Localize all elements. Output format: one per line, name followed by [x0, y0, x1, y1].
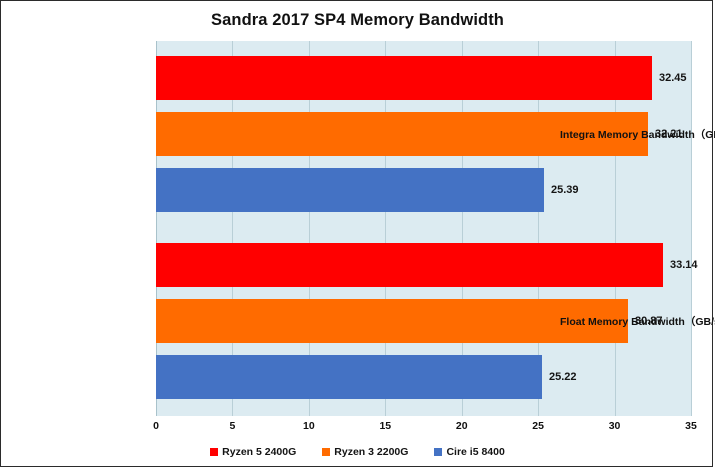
bar-cire-i5-8400[interactable]	[156, 168, 544, 212]
bar-ryzen-5-2400g[interactable]	[156, 243, 663, 287]
bar-value-label: 32.21	[655, 128, 683, 140]
category-label: Float Memory Bandwidth（GB/s）	[560, 316, 715, 328]
legend-item[interactable]: Ryzen 5 2400G	[210, 446, 296, 458]
bar-row: 33.14	[156, 243, 698, 287]
bar-row: 30.87	[156, 299, 691, 343]
x-tick-label: 5	[229, 420, 236, 432]
legend-label: Cire i5 8400	[446, 446, 505, 458]
x-tick-label: 20	[455, 420, 468, 432]
x-tick-label: 30	[608, 420, 621, 432]
legend-item[interactable]: Ryzen 3 2200G	[322, 446, 408, 458]
chart-legend: Ryzen 5 2400G Ryzen 3 2200G Cire i5 8400	[1, 446, 714, 458]
x-tick-label: 35	[685, 420, 697, 432]
x-tick-label: 15	[379, 420, 392, 432]
bar-ryzen-3-2200g[interactable]	[156, 299, 628, 343]
bar-value-label: 32.45	[659, 72, 687, 84]
gridline	[309, 41, 310, 416]
legend-item[interactable]: Cire i5 8400	[434, 446, 505, 458]
gridline	[615, 41, 616, 416]
x-tick-label: 25	[532, 420, 544, 432]
legend-swatch-icon	[210, 448, 219, 456]
gridline	[691, 41, 692, 416]
legend-label: Ryzen 5 2400G	[222, 446, 297, 458]
gridline	[156, 41, 157, 416]
chart-title: Sandra 2017 SP4 Memory Bandwidth	[211, 11, 504, 29]
category-label: Integra Memory Bandwidth（GB/s）	[560, 129, 715, 141]
bar-cire-i5-8400[interactable]	[156, 355, 542, 399]
legend-label: Ryzen 3 2200G	[334, 446, 409, 458]
bar-value-label: 30.87	[635, 315, 663, 327]
bar-row: 25.39	[156, 168, 691, 212]
bar-ryzen-3-2200g[interactable]	[156, 112, 648, 156]
legend-swatch-icon	[434, 448, 443, 456]
bar-value-label: 25.22	[549, 371, 577, 383]
bar-value-label: 33.14	[670, 259, 698, 271]
plot-area: 32.45 32.21 25.39 33.14 30.87 25.22	[156, 41, 698, 416]
gridline	[462, 41, 463, 416]
x-tick-label: 0	[153, 420, 159, 432]
bar-ryzen-5-2400g[interactable]	[156, 56, 652, 100]
gridline	[385, 41, 386, 416]
gridline	[538, 41, 539, 416]
x-tick-label: 10	[303, 420, 315, 432]
legend-swatch-icon	[322, 448, 331, 456]
bar-row: 25.22	[156, 355, 691, 399]
bar-row: 32.45	[156, 56, 691, 100]
gridline	[232, 41, 233, 416]
bar-value-label: 25.39	[551, 184, 579, 196]
bar-row: 32.21	[156, 112, 691, 156]
